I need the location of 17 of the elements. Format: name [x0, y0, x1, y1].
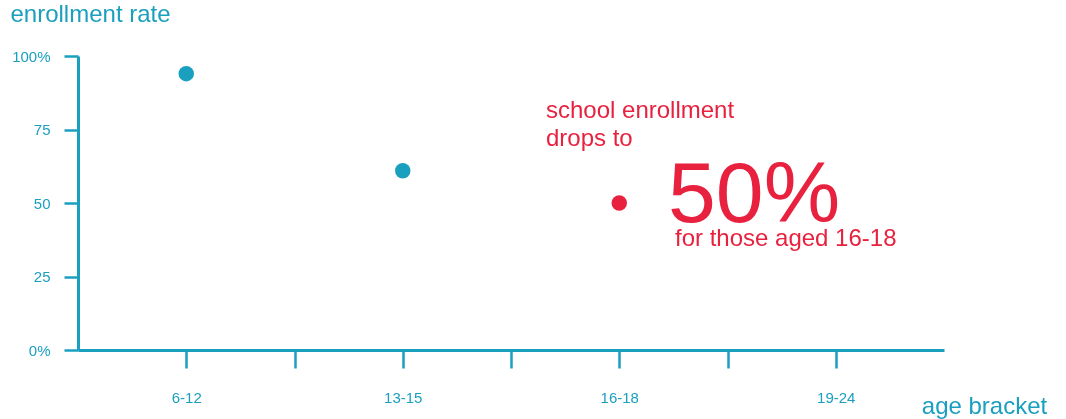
y-tick-label: 0% — [28, 341, 51, 359]
y-tick-label: 50 — [33, 194, 51, 212]
annotation: school enrollment — [546, 96, 735, 123]
point — [395, 162, 411, 179]
x-tick-label: 16-18 — [600, 388, 639, 406]
annotation: for those aged 16-18 — [675, 224, 897, 251]
y-tick-label: 25 — [33, 268, 51, 285]
x-tick-label: 13-15 — [384, 388, 423, 406]
annotation: drops to — [546, 124, 633, 151]
point — [611, 195, 627, 211]
y-tick-label: 100% — [12, 47, 51, 65]
y-axis-title: enrollment rate — [10, 0, 171, 27]
point — [178, 65, 194, 82]
y-tick-label: 75 — [33, 121, 51, 138]
x-tick-label: 19-24 — [817, 388, 856, 406]
x-tick-label: 6-12 — [171, 388, 202, 406]
x-axis-title: age bracket — [921, 391, 1048, 419]
